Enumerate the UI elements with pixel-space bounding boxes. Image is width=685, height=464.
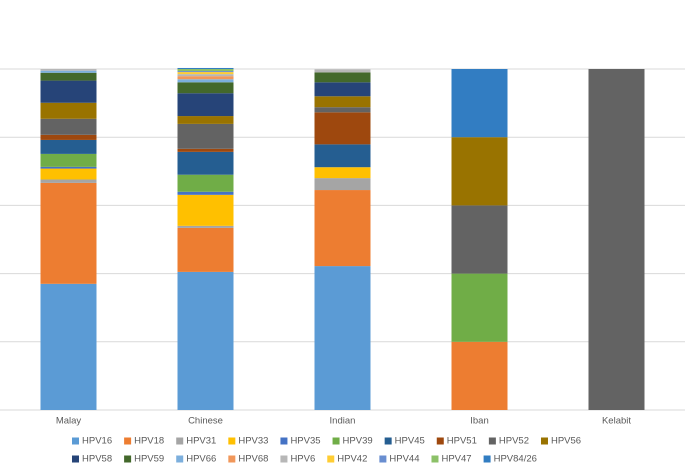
bar-segment — [177, 76, 234, 80]
bar-segment — [40, 139, 97, 154]
bar-segment — [177, 79, 234, 83]
bar-segment — [177, 116, 234, 124]
bar-segment — [314, 167, 371, 179]
bar-segment — [40, 134, 97, 140]
bar-segment — [314, 69, 371, 73]
x-tick-label: Kelabit — [602, 416, 631, 427]
bar-segment — [451, 69, 508, 138]
bar-segment — [588, 69, 645, 410]
legend-swatch — [384, 437, 392, 445]
bar-segment — [314, 96, 371, 108]
legend-label: HPV35 — [290, 436, 320, 447]
bar-segment — [451, 273, 508, 342]
bar-segment — [177, 227, 234, 272]
legend-label: HPV66 — [186, 454, 216, 464]
bar-segment — [177, 123, 234, 149]
x-tick-label: Malay — [56, 416, 82, 427]
bar-segment — [177, 271, 234, 410]
legend-swatch — [332, 437, 340, 445]
bar-segment — [177, 194, 234, 226]
bar-segment — [40, 179, 97, 183]
bar-segment — [314, 107, 371, 113]
legend-swatch — [228, 437, 236, 445]
legend-swatch — [431, 455, 439, 463]
legend-swatch — [72, 437, 79, 445]
legend-swatch — [124, 455, 132, 463]
legend-swatch — [379, 455, 387, 463]
bar-segment — [177, 174, 234, 192]
bar-segment — [177, 67, 234, 69]
legend-swatch — [540, 437, 548, 445]
legend-swatch — [124, 437, 132, 445]
legend-label: HPV18 — [134, 436, 164, 447]
bar-segment — [314, 178, 371, 191]
bar-segment — [40, 283, 97, 410]
legend-label: HPV56 — [551, 436, 581, 447]
bar-segment — [314, 112, 371, 145]
bar-segment — [451, 137, 508, 206]
bar-segment — [177, 93, 234, 117]
bar-segment — [40, 118, 97, 135]
bar-segment — [177, 191, 234, 195]
legend-swatch — [280, 437, 288, 445]
bar-segment — [40, 80, 97, 103]
bar-segment — [314, 72, 371, 83]
legend-label: HPV44 — [389, 454, 419, 464]
bar-segment — [177, 225, 234, 228]
legend-label: HPV42 — [337, 454, 367, 464]
bar-segment — [314, 266, 371, 410]
legend-swatch — [436, 437, 444, 445]
legend-label: HPV59 — [134, 454, 164, 464]
legend-swatch — [176, 437, 184, 445]
bar-segment — [40, 102, 97, 119]
legend-swatch — [488, 437, 496, 445]
legend-label: HPV52 — [499, 436, 529, 447]
bar-segment — [314, 144, 371, 168]
bar-segment — [40, 69, 97, 71]
legend-swatch — [280, 455, 288, 463]
legend-swatch — [483, 455, 491, 463]
bar-segment — [40, 72, 97, 81]
bar-segment — [177, 71, 234, 73]
bar-segment — [40, 166, 97, 169]
bar-segment — [177, 151, 234, 175]
legend-label: HPV33 — [238, 436, 268, 447]
bar-segment — [40, 182, 97, 284]
legend-swatch — [176, 455, 184, 463]
legend-swatch — [228, 455, 236, 463]
bar-segment — [451, 205, 508, 274]
bar-segment — [40, 70, 97, 73]
legend-label: HPV39 — [343, 436, 373, 447]
legend-label: HPV6 — [290, 454, 315, 464]
legend-label: HPV45 — [395, 436, 425, 447]
legend-label: HPV68 — [238, 454, 268, 464]
bar-segment — [40, 168, 97, 180]
bar-segment — [314, 82, 371, 97]
bar-segment — [40, 153, 97, 167]
legend-swatch — [327, 455, 335, 463]
bar-segment — [177, 148, 234, 152]
legend-label: HPV58 — [82, 454, 112, 464]
bar-segment — [314, 190, 371, 267]
bar-segment — [177, 69, 234, 72]
bar-segment — [451, 341, 508, 410]
bar-segment — [177, 82, 234, 94]
legend-label: HPV47 — [441, 454, 471, 464]
legend-label: HPV16 — [82, 436, 112, 447]
x-tick-label: Iban — [470, 416, 489, 427]
x-tick-label: Indian — [330, 416, 356, 427]
legend-swatch — [72, 455, 79, 463]
bar-segment — [177, 72, 234, 75]
legend-label: HPV51 — [447, 436, 477, 447]
legend-label: HPV31 — [186, 436, 216, 447]
x-tick-label: Chinese — [188, 416, 223, 427]
bar-segment — [177, 74, 234, 77]
legend-label: HPV84/26 — [494, 454, 537, 464]
